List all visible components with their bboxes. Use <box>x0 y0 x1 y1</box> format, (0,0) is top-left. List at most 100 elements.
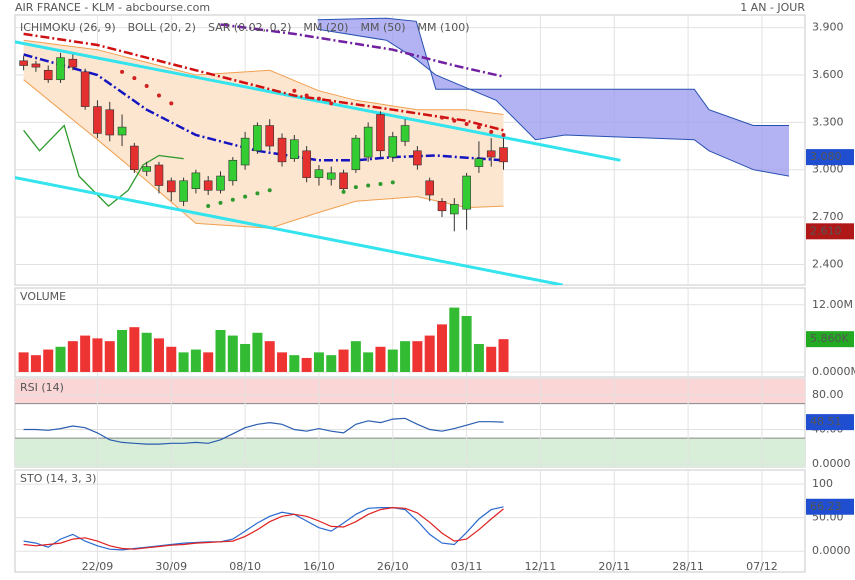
sar-dot <box>255 191 260 196</box>
candle-body <box>314 169 324 178</box>
trendline <box>15 40 621 162</box>
value-badge <box>806 414 854 431</box>
legend-entry: ICHIMOKU (26, 9) <box>20 21 116 34</box>
candle-body <box>462 175 471 210</box>
volume-bar <box>55 346 66 372</box>
sar-dot <box>156 93 161 98</box>
candle-body <box>216 175 225 191</box>
indicator-line <box>23 506 504 550</box>
candle-body <box>339 172 348 189</box>
candle-body <box>105 109 115 136</box>
y-tick-label: 3.000 <box>812 163 844 176</box>
y-tick-label: 3.600 <box>812 68 844 81</box>
overbought-zone <box>15 379 805 404</box>
sar-dot <box>452 118 457 123</box>
sar-dot <box>132 76 137 81</box>
sar-dot <box>366 183 371 188</box>
volume-bar <box>486 346 497 372</box>
volume-bar <box>18 352 29 372</box>
candle-body <box>68 58 78 68</box>
volume-bar <box>449 307 460 372</box>
candle-body <box>388 136 398 158</box>
chikou <box>23 124 184 207</box>
sar-dot <box>476 125 481 130</box>
candle-body <box>474 158 484 167</box>
sar-dot <box>329 101 334 106</box>
candle-body <box>166 180 176 193</box>
sar-dot <box>120 69 125 74</box>
candle-body <box>93 106 102 134</box>
volume-bar <box>141 332 152 372</box>
sar-dot <box>501 133 506 137</box>
legend-entry: MM (20) <box>303 21 348 34</box>
volume-bar <box>400 341 411 372</box>
x-tick-label: 22/09 <box>82 560 114 573</box>
candle-body <box>486 150 496 158</box>
volume-bar <box>461 315 472 372</box>
candle-body <box>142 166 151 172</box>
x-tick-label: 07/12 <box>746 560 778 573</box>
y-tick-label: 2.700 <box>812 210 844 223</box>
y-tick-label: 12.00M <box>812 298 853 311</box>
volume-bar <box>30 355 41 372</box>
sar-dot <box>316 96 321 101</box>
value-badge <box>806 149 854 166</box>
candle-body <box>376 114 385 152</box>
sar-dot <box>353 185 358 190</box>
x-tick-label: 16/10 <box>303 560 335 573</box>
candle-body <box>413 150 422 166</box>
candle-body <box>425 180 434 196</box>
candle-body <box>228 159 238 182</box>
volume-bar <box>227 335 238 372</box>
candle-body <box>240 137 250 166</box>
volume-bar <box>313 352 324 372</box>
volume-bar <box>301 357 312 372</box>
volume-bar <box>350 341 361 372</box>
value-badge-label: 66.23 <box>810 500 842 513</box>
candle-body <box>302 150 311 178</box>
candle-body <box>265 125 275 147</box>
x-tick-label: 08/10 <box>229 560 261 573</box>
candle-body <box>400 125 410 142</box>
value-badge <box>806 331 854 348</box>
value-badge-label: 5.860K <box>810 332 849 345</box>
panel: 12.00M 0.0000M VOLUME 5.860K <box>14 287 855 378</box>
volume-bar <box>117 329 128 372</box>
sar-dot <box>169 101 174 106</box>
sar-dot <box>206 204 211 209</box>
y-tick-label: 0.0000 <box>812 457 851 470</box>
value-badge-label: 48.51 <box>810 415 842 428</box>
candle-body <box>154 164 164 186</box>
panel-title: VOLUME <box>20 290 66 303</box>
volume-bar <box>277 352 288 372</box>
x-tick-label: 03/11 <box>451 560 483 573</box>
candle-body <box>31 63 41 68</box>
plot-area <box>15 15 805 285</box>
volume-bar <box>190 349 201 372</box>
volume-bar <box>424 335 435 372</box>
volume-bar <box>363 352 374 372</box>
volume-bar <box>375 346 386 372</box>
span-a <box>317 17 789 126</box>
legend-entry: MM (100) <box>418 21 470 34</box>
value-badge-label: 3.080 <box>810 150 842 163</box>
volume-bar <box>473 343 484 372</box>
candle-body <box>253 125 262 152</box>
panel-title: RSI (14) <box>20 381 64 394</box>
volume-bar <box>104 341 115 372</box>
x-tick-label: 20/11 <box>598 560 630 573</box>
indicator-line <box>23 417 504 445</box>
volume-bar <box>436 324 447 372</box>
y-tick-label: 3.300 <box>812 115 844 128</box>
volume-bar <box>498 339 509 372</box>
value-badge-label: 2.610 <box>810 224 842 237</box>
plot-area <box>15 288 805 377</box>
volume-bar <box>289 355 300 372</box>
sar-dot <box>292 88 297 93</box>
volume-bar <box>387 349 398 372</box>
volume-bar <box>252 332 263 372</box>
x-tick-label: 12/11 <box>525 560 557 573</box>
legend-entry: BOLL (20, 2) <box>128 21 196 34</box>
